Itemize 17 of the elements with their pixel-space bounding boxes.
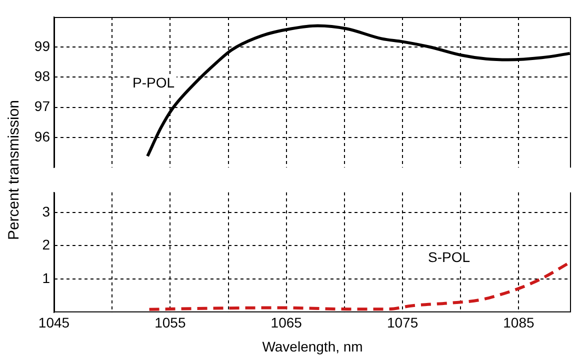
x-tick-label: 1045 xyxy=(38,314,70,331)
x-axis-title: Wavelength, nm xyxy=(262,338,363,354)
series-label: P-POL xyxy=(132,74,175,90)
x-tick-label: 1085 xyxy=(503,314,534,331)
y-tick-label: 3 xyxy=(42,203,50,220)
y-axis-title: Percent transmission xyxy=(6,100,22,240)
y-tick-label: 96 xyxy=(34,128,50,144)
y-tick-label: 2 xyxy=(42,236,50,253)
x-tick-label: 1065 xyxy=(270,314,302,331)
x-tick-label: 1075 xyxy=(386,314,418,331)
y-tick-label: 1 xyxy=(42,270,50,286)
y-tick-label: 97 xyxy=(34,98,50,114)
text: S-POL xyxy=(428,248,470,265)
y-tick-label: 99 xyxy=(34,38,50,54)
x-tick-label: 1055 xyxy=(154,314,186,331)
line-series xyxy=(148,260,571,311)
y-tick-label: 98 xyxy=(34,68,50,84)
